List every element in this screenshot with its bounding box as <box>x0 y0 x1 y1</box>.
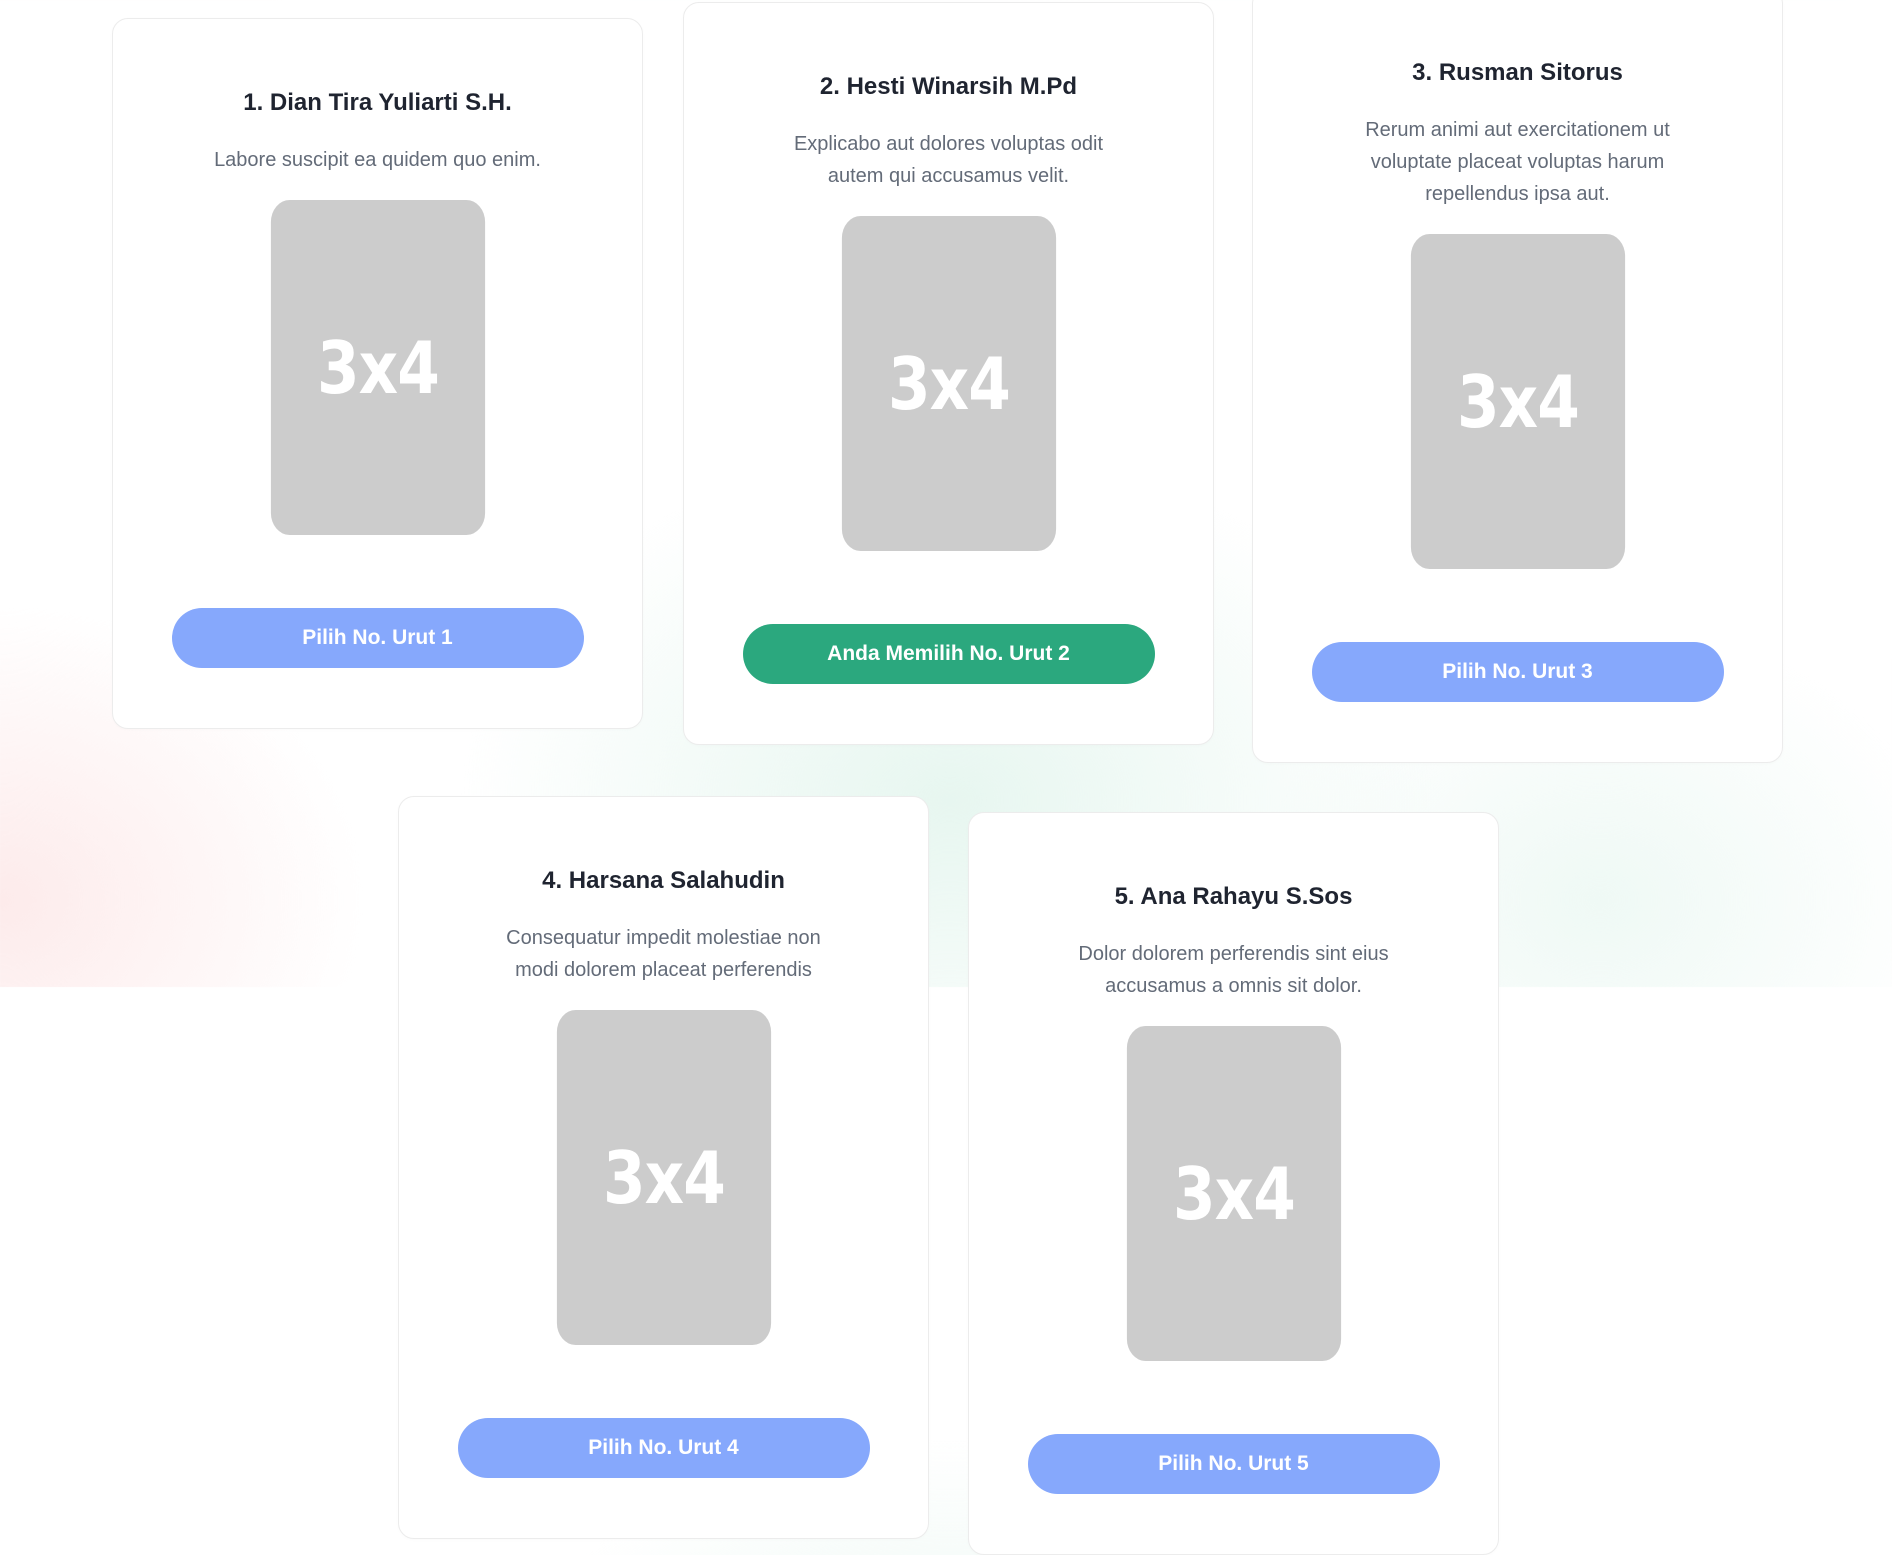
candidate-card-1: 1. Dian Tira Yuliarti S.H. Labore suscip… <box>112 18 643 729</box>
candidate-description: Labore suscipit ea quidem quo enim. <box>214 149 541 171</box>
candidate-photo-placeholder: 3x4 <box>556 1010 771 1345</box>
candidate-name: 1. Dian Tira Yuliarti S.H. <box>243 89 512 116</box>
candidate-photo-placeholder: 3x4 <box>270 200 485 535</box>
selected-candidate-2-button[interactable]: Anda Memilih No. Urut 2 <box>742 624 1155 684</box>
candidate-card-3: 3. Rusman Sitorus Rerum animi aut exerci… <box>1252 0 1783 763</box>
candidate-card-5: 5. Ana Rahayu S.Sos Dolor dolorem perfer… <box>968 812 1499 1555</box>
select-candidate-5-button[interactable]: Pilih No. Urut 5 <box>1027 1434 1440 1494</box>
candidate-name: 5. Ana Rahayu S.Sos <box>1114 883 1353 910</box>
candidate-card-4: 4. Harsana Salahudin Consequatur impedit… <box>398 796 929 1539</box>
candidate-photo-placeholder: 3x4 <box>1410 234 1625 569</box>
candidate-name: 3. Rusman Sitorus <box>1412 59 1623 86</box>
candidate-description: Explicabo aut dolores voluptas odit aute… <box>793 133 1104 187</box>
select-candidate-4-button[interactable]: Pilih No. Urut 4 <box>457 1418 870 1478</box>
candidate-photo-placeholder: 3x4 <box>1126 1026 1341 1361</box>
candidate-card-2: 2. Hesti Winarsih M.Pd Explicabo aut dol… <box>683 2 1214 745</box>
candidate-photo-placeholder: 3x4 <box>841 216 1056 551</box>
select-candidate-1-button[interactable]: Pilih No. Urut 1 <box>171 608 584 668</box>
candidate-description: Rerum animi aut exercitationem ut volupt… <box>1365 119 1670 205</box>
candidate-description: Dolor dolorem perferendis sint eius accu… <box>1078 943 1389 997</box>
candidate-name: 2. Hesti Winarsih M.Pd <box>819 73 1078 100</box>
select-candidate-3-button[interactable]: Pilih No. Urut 3 <box>1311 642 1724 702</box>
candidate-description: Consequatur impedit molestiae non modi d… <box>506 927 821 981</box>
candidate-name: 4. Harsana Salahudin <box>542 867 785 894</box>
